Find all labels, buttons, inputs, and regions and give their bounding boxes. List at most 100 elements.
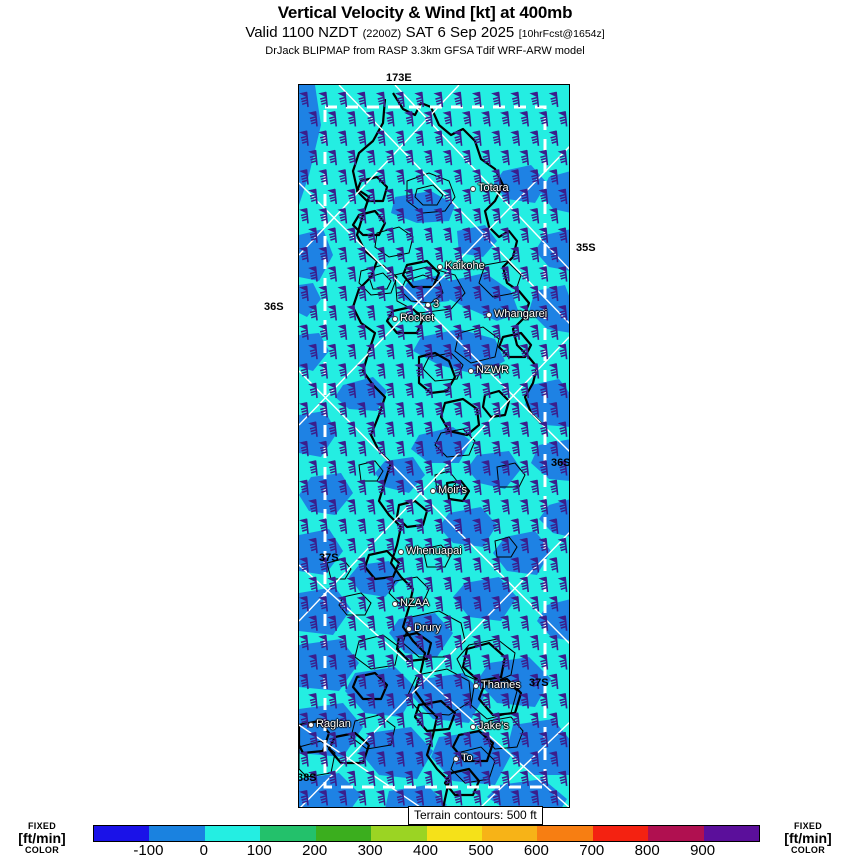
wind-barb xyxy=(548,130,559,146)
colorbar-segment-1 xyxy=(149,826,205,841)
wind-barb xyxy=(404,731,414,748)
wind-barb xyxy=(480,537,491,554)
wind-barb xyxy=(404,421,414,437)
legend-left: FIXED [ft/min] COLOR xyxy=(2,822,82,860)
wind-barb xyxy=(414,673,424,690)
wind-barb xyxy=(491,169,501,185)
wind-barb xyxy=(327,654,337,670)
coastline xyxy=(299,92,542,807)
wind-barb xyxy=(414,596,424,612)
wind-barb xyxy=(538,499,549,515)
city-label-waypoint-3[interactable]: 3 xyxy=(426,299,439,310)
colorbar[interactable] xyxy=(93,825,760,842)
legend-right-top: FIXED xyxy=(793,821,822,831)
colorbar-tick-300: 300 xyxy=(357,842,383,859)
wind-barb xyxy=(384,615,395,631)
wind-barb xyxy=(356,712,367,728)
wind-barb xyxy=(461,654,472,670)
city-label-whangarei[interactable]: Whangarei xyxy=(487,309,547,320)
city-label-kaikohe[interactable]: Kaikohe xyxy=(438,261,485,272)
wind-barb xyxy=(318,363,328,379)
wind-barb xyxy=(337,518,348,534)
wind-barb xyxy=(442,343,453,360)
wind-barb xyxy=(308,654,318,670)
wind-barb xyxy=(491,246,501,263)
wind-barb xyxy=(384,227,395,243)
wind-barb xyxy=(529,246,540,263)
wind-barb xyxy=(318,673,328,690)
wind-barb xyxy=(384,693,395,709)
city-label-raglan[interactable]: Raglan xyxy=(309,719,351,730)
wind-barb xyxy=(423,227,433,243)
wind-barb xyxy=(375,596,386,612)
wind-barb xyxy=(395,285,405,302)
wind-barb xyxy=(375,712,386,728)
city-label-whenuapai[interactable]: Whenuapai xyxy=(399,546,462,557)
wind-barb xyxy=(365,266,376,282)
wind-barb xyxy=(538,654,549,670)
wind-barb xyxy=(395,246,405,263)
wind-barb xyxy=(384,149,395,166)
wind-barb xyxy=(346,537,357,554)
terrain-contour-note: Terrain contours: 500 ft xyxy=(408,806,543,825)
wind-barb xyxy=(346,654,357,670)
city-label-to[interactable]: To xyxy=(454,753,473,764)
city-label-moirs[interactable]: Moir's xyxy=(431,485,467,496)
wind-barb xyxy=(308,343,318,360)
wind-barb xyxy=(442,460,453,476)
city-label-nzwr[interactable]: NZWR xyxy=(469,365,509,376)
wind-barb xyxy=(480,499,491,515)
wind-barb xyxy=(356,402,367,418)
station-dot-icon xyxy=(393,316,397,321)
wind-barb xyxy=(433,673,444,690)
legend-right-unit: [ft/min] xyxy=(784,830,832,846)
wind-barb xyxy=(384,421,395,437)
wind-barb xyxy=(461,421,472,437)
wind-barb xyxy=(384,382,395,399)
city-label-totara[interactable]: Totara xyxy=(471,183,509,194)
wind-barb xyxy=(442,499,453,515)
wind-barb xyxy=(404,576,414,593)
wind-barb xyxy=(519,343,529,360)
wind-barb xyxy=(500,770,510,787)
city-label-nzaa[interactable]: NZAA xyxy=(393,598,429,609)
city-label-text: Rocket xyxy=(400,312,435,324)
wind-barb xyxy=(471,790,482,806)
wind-barb xyxy=(395,479,405,496)
wind-barb xyxy=(452,324,463,340)
wind-barb xyxy=(452,634,463,651)
wind-barb xyxy=(318,479,328,496)
wind-barb xyxy=(442,305,453,321)
weather-map[interactable]: Totara Kaikohe 3 Rocket Whangarei NZWR Moir's W… xyxy=(298,84,570,808)
city-label-drury[interactable]: Drury xyxy=(407,623,441,634)
wind-barb xyxy=(529,440,540,457)
wind-barb xyxy=(529,712,540,728)
wind-barb xyxy=(365,654,376,670)
wind-barb xyxy=(375,91,386,108)
wind-barb xyxy=(500,343,510,360)
city-label-thames[interactable]: Thames xyxy=(474,680,521,691)
wind-barb xyxy=(442,731,453,748)
wind-barb xyxy=(471,402,482,418)
wind-barb xyxy=(519,188,529,205)
wind-barb xyxy=(384,770,395,787)
wind-barb xyxy=(480,770,491,787)
wind-barb xyxy=(557,227,568,243)
wind-barb xyxy=(384,731,395,748)
wind-barb xyxy=(471,246,482,263)
wind-barb xyxy=(491,557,501,573)
wind-barb xyxy=(375,363,386,379)
wind-barb xyxy=(365,537,376,554)
wind-barb xyxy=(557,149,568,166)
wind-barb xyxy=(538,149,549,166)
model-source-line: DrJack BLIPMAP from RASP 3.3km GFSA Tdif… xyxy=(265,45,585,57)
city-label-rocket[interactable]: Rocket xyxy=(393,313,434,324)
city-label-jakes[interactable]: Jake's xyxy=(471,721,509,732)
map-container[interactable]: Totara Kaikohe 3 Rocket Whangarei NZWR Moir's W… xyxy=(264,72,596,808)
wind-barb xyxy=(491,790,501,806)
wind-barb xyxy=(452,363,463,379)
wind-barb xyxy=(529,91,540,108)
wind-barb xyxy=(414,557,424,573)
wind-barb xyxy=(433,518,444,534)
wind-barb xyxy=(327,537,337,554)
